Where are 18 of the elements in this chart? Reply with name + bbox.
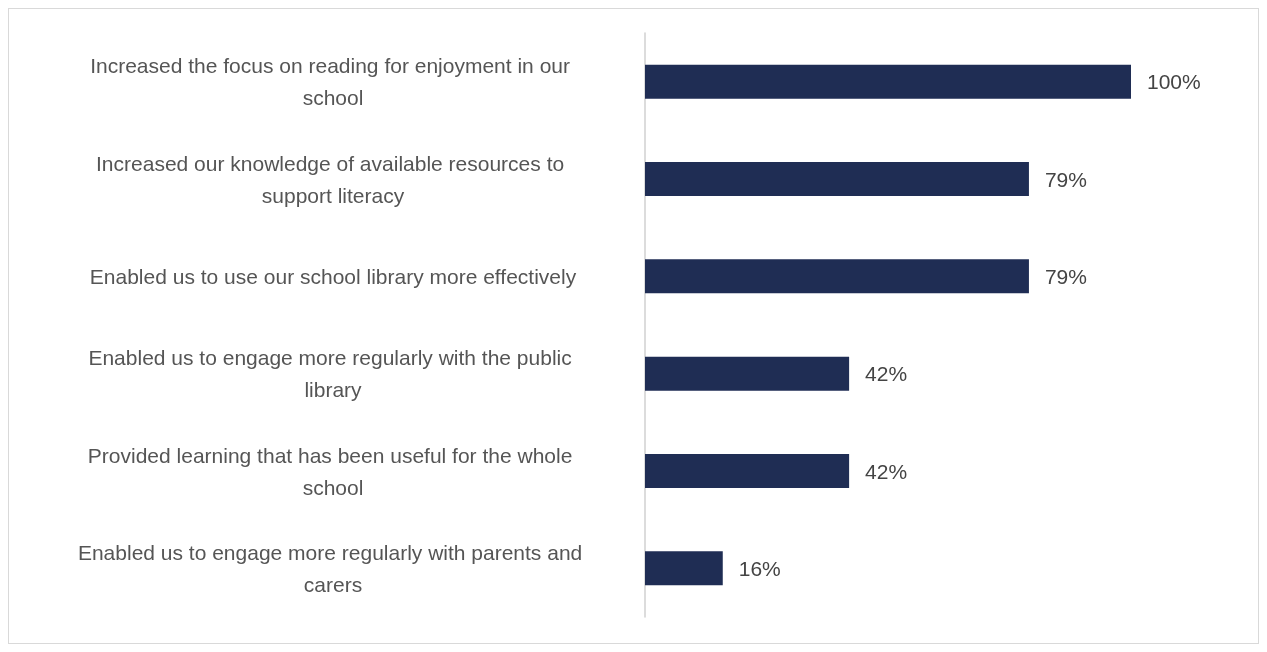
y-tick-label: Enabled us to use our school library more effectively	[89, 264, 577, 288]
y-tick-label: Increased the focus on reading for enjoyment in our school	[90, 54, 576, 110]
bar	[645, 551, 723, 586]
data-label: 100%	[1147, 70, 1201, 94]
bar	[645, 64, 1131, 99]
y-tick-label: Increased our knowledge of available resources to support literacy	[96, 151, 570, 207]
bar	[645, 259, 1029, 294]
bar	[645, 161, 1029, 197]
data-label: 16%	[738, 556, 781, 580]
data-label: 42%	[865, 459, 908, 483]
bar	[645, 453, 850, 489]
y-tick-label: Enabled us to engage more regularly with the public library	[88, 346, 578, 402]
data-label: 42%	[865, 362, 908, 386]
y-tick-label: Enabled us to engage more regularly with parents and carers	[77, 540, 589, 596]
data-label: 79%	[1044, 264, 1087, 288]
data-label: 79%	[1044, 167, 1087, 191]
bar	[645, 356, 850, 391]
y-tick-label: Provided learning that has been useful for the whole school	[87, 443, 579, 499]
